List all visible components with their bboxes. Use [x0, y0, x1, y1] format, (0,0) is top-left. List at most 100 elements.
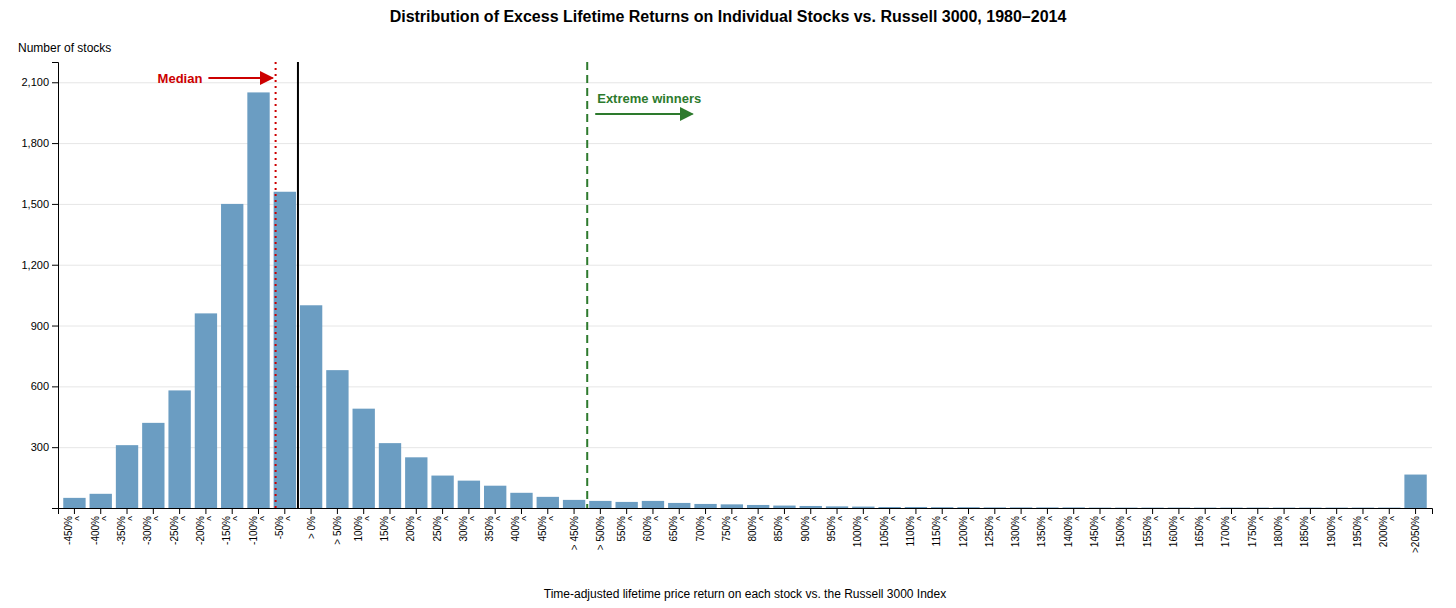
x-tick-mark — [1178, 508, 1179, 514]
bar — [668, 503, 690, 508]
x-tick-mark — [153, 508, 154, 514]
bar — [1352, 507, 1374, 508]
y-tick: 2,100 — [21, 76, 58, 88]
annotation-line — [275, 62, 277, 508]
x-tick: 1300%^ — [1010, 508, 1032, 547]
bar — [247, 92, 269, 508]
x-tick-mark — [1073, 508, 1074, 514]
y-tick-label: 300 — [31, 441, 49, 453]
x-tick-label: > 500% — [595, 516, 606, 550]
x-tick-label: -300%^ — [142, 516, 164, 545]
x-tick-label: 1650%^ — [1194, 516, 1216, 547]
grid-line — [58, 82, 1432, 83]
x-tick-mark — [942, 508, 943, 514]
x-tick: 650%^ — [668, 508, 690, 542]
x-tick-label: 1100%^ — [905, 516, 927, 547]
bar — [1220, 507, 1242, 508]
x-tick-mark — [363, 508, 364, 514]
plot: -450%^-400%^-350%^-300%^-250%^-200%^-150… — [21, 62, 1432, 553]
bar — [142, 423, 164, 508]
x-tick: -450%^ — [63, 508, 85, 545]
x-tick: 1900%^ — [1326, 508, 1348, 547]
x-tick-label: 900%^ — [800, 516, 822, 542]
bar — [1299, 507, 1321, 508]
bar — [221, 204, 243, 508]
x-tick-mark — [863, 508, 864, 514]
bar — [510, 493, 532, 508]
x-tick-mark — [1100, 508, 1101, 514]
x-tick-mark — [889, 508, 890, 514]
y-tick: 1,800 — [21, 137, 58, 149]
y-tick-mark — [52, 386, 58, 387]
bar — [563, 500, 585, 508]
x-tick: -200%^ — [195, 508, 217, 545]
x-tick-label: 1550%^ — [1142, 516, 1164, 547]
y-tick: 300 — [31, 441, 58, 453]
x-tick: -400%^ — [90, 508, 112, 545]
bar — [484, 486, 506, 508]
x-tick: 1800%^ — [1273, 508, 1295, 547]
x-tick: 800%^ — [747, 508, 769, 542]
y-tick-mark — [52, 204, 58, 205]
x-tick-label: 150%^ — [379, 516, 401, 542]
x-tick-label: 1150%^ — [931, 516, 953, 547]
y-tick-label: 1,200 — [21, 259, 49, 271]
bar — [537, 497, 559, 508]
x-tick: 1350%^ — [1036, 508, 1058, 547]
x-axis-line — [59, 509, 1433, 515]
x-tick-mark — [915, 508, 916, 514]
bar — [721, 504, 743, 508]
x-tick: 1450%^ — [1089, 508, 1111, 547]
x-tick: 1050%^ — [879, 508, 901, 547]
bar — [642, 501, 664, 508]
x-tick-mark — [1205, 508, 1206, 514]
x-tick-mark — [626, 508, 627, 514]
bar — [905, 507, 927, 508]
bar — [694, 504, 716, 508]
x-tick-mark — [731, 508, 732, 514]
y-tick-mark — [52, 143, 58, 144]
bar — [274, 192, 296, 508]
x-tick-label: 1900%^ — [1326, 516, 1348, 547]
x-tick-label: >2050% — [1410, 516, 1421, 553]
x-tick-label: 600%^ — [642, 516, 664, 542]
bar — [957, 507, 979, 508]
bar — [63, 498, 85, 508]
x-tick: 750%^ — [721, 508, 743, 542]
x-tick: -150%^ — [221, 508, 243, 545]
x-tick: 1850%^ — [1299, 508, 1321, 547]
bar — [1325, 507, 1347, 508]
x-tick-label: 350%^ — [484, 516, 506, 542]
y-tick-label: 900 — [31, 320, 49, 332]
x-tick-label: 1850%^ — [1299, 516, 1321, 547]
bar — [353, 409, 375, 508]
y-axis: 3006009001,2001,5001,8002,100 — [21, 63, 58, 509]
x-tick: 1150%^ — [931, 508, 953, 546]
x-tick-label: 100%^ — [353, 516, 375, 542]
grid-tick — [58, 82, 1432, 83]
bar — [405, 457, 427, 508]
x-tick-label: 1200%^ — [958, 516, 980, 547]
x-tick-label: 800%^ — [747, 516, 769, 542]
x-tick-mark — [258, 508, 259, 514]
x-axis: -450%^-400%^-350%^-300%^-250%^-200%^-150… — [59, 508, 1433, 553]
annotation-text: Median — [158, 71, 203, 86]
x-tick-mark — [1336, 508, 1337, 514]
y-tick: 900 — [31, 320, 58, 332]
annotation-line — [586, 62, 588, 508]
annotation-arrow — [595, 113, 692, 115]
x-tick-label: -250%^ — [169, 516, 191, 545]
x-tick-label: 1950%^ — [1352, 516, 1374, 547]
x-tick: 1250%^ — [984, 508, 1006, 547]
x-tick-mark — [337, 508, 338, 514]
bar — [1115, 507, 1137, 508]
x-tick-label: 1600%^ — [1168, 516, 1190, 547]
x-tick-mark — [994, 508, 995, 514]
x-tick-mark — [1126, 508, 1127, 514]
x-tick: 850%^ — [773, 508, 795, 542]
annotation-arrow — [208, 77, 272, 79]
chart: -450%^-400%^-350%^-300%^-250%^-200%^-150… — [0, 0, 1456, 608]
x-tick: 1650%^ — [1194, 508, 1216, 547]
x-tick-mark — [1047, 508, 1048, 514]
x-tick-label: 650%^ — [668, 516, 690, 542]
